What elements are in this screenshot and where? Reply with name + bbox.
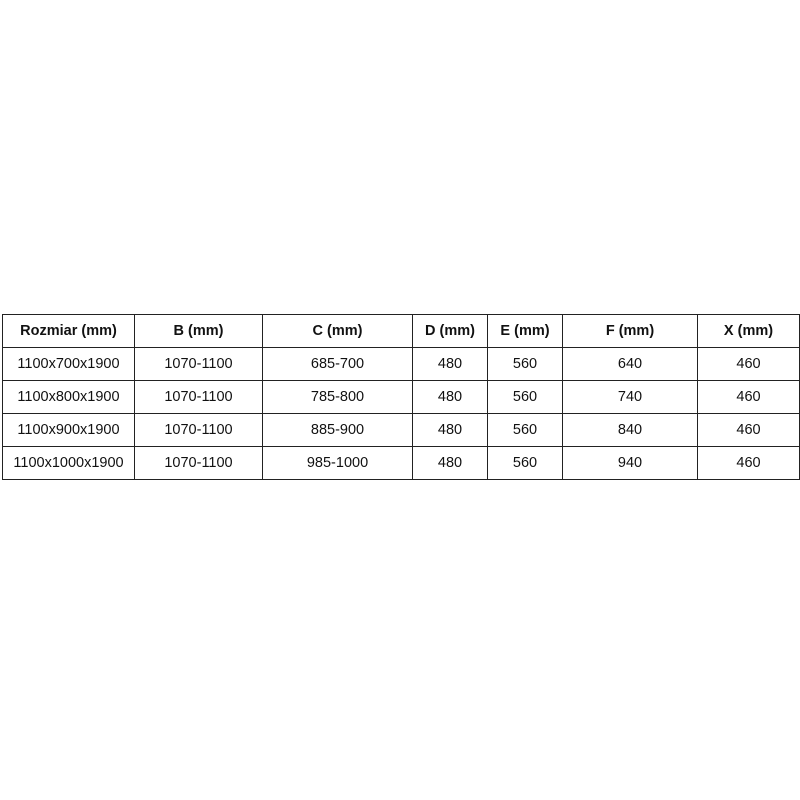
header-cell: C (mm) (262, 314, 413, 348)
dimensions-table: Rozmiar (mm) B (mm) C (mm) D (mm) E (mm)… (2, 314, 800, 480)
table-cell: 1070-1100 (134, 380, 263, 414)
table-cell: 1100x700x1900 (2, 347, 135, 381)
table-cell: 1070-1100 (134, 347, 263, 381)
table-cell: 685-700 (262, 347, 413, 381)
table-cell: 885-900 (262, 413, 413, 447)
table-cell: 480 (412, 446, 488, 480)
table-cell: 1100x800x1900 (2, 380, 135, 414)
header-cell: Rozmiar (mm) (2, 314, 135, 348)
header-cell: X (mm) (697, 314, 800, 348)
table-cell: 640 (562, 347, 698, 381)
table-cell: 940 (562, 446, 698, 480)
header-cell: E (mm) (487, 314, 563, 348)
table-cell: 560 (487, 347, 563, 381)
table-cell: 1100x900x1900 (2, 413, 135, 447)
table-cell: 460 (697, 413, 800, 447)
table-cell: 560 (487, 380, 563, 414)
table-row: 1100x900x1900 1070-1100 885-900 480 560 840 46… (2, 413, 800, 447)
table-cell: 480 (412, 413, 488, 447)
table-cell: 560 (487, 446, 563, 480)
table-row: 1100x800x1900 1070-1100 785-800 480 560 740 46… (2, 380, 800, 414)
header-cell: F (mm) (562, 314, 698, 348)
header-row: Rozmiar (mm) B (mm) C (mm) D (mm) E (mm)… (2, 314, 800, 348)
table-cell: 560 (487, 413, 563, 447)
table-cell: 985-1000 (262, 446, 413, 480)
table-row: 1100x700x1900 1070-1100 685-700 480 560 640 46… (2, 347, 800, 381)
table-cell: 1070-1100 (134, 413, 263, 447)
table-cell: 460 (697, 347, 800, 381)
table-cell: 460 (697, 446, 800, 480)
table-cell: 1100x1000x1900 (2, 446, 135, 480)
table-cell: 480 (412, 380, 488, 414)
table-cell: 1070-1100 (134, 446, 263, 480)
table-cell: 785-800 (262, 380, 413, 414)
table-cell: 840 (562, 413, 698, 447)
table-cell: 480 (412, 347, 488, 381)
table-row: 1100x1000x1900 1070-1100 985-1000 480 560 940… (2, 446, 800, 480)
header-cell: B (mm) (134, 314, 263, 348)
header-cell: D (mm) (412, 314, 488, 348)
table-cell: 460 (697, 380, 800, 414)
table-cell: 740 (562, 380, 698, 414)
